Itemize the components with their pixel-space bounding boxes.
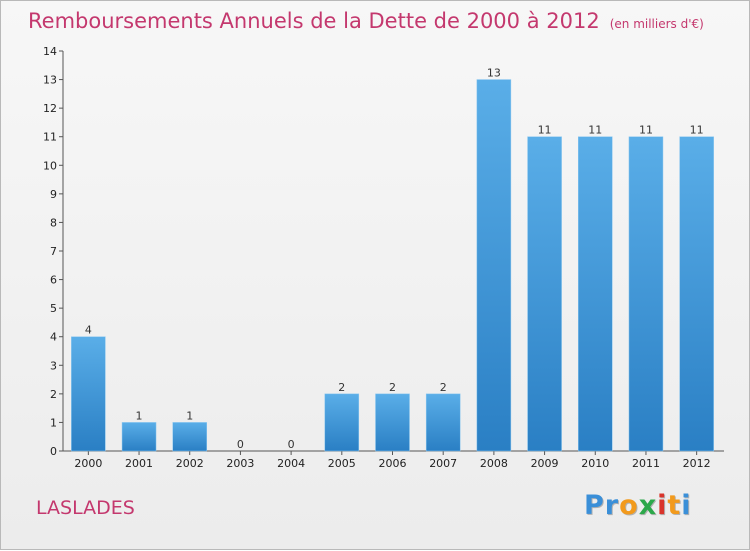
y-tick-label: 6 — [50, 274, 57, 287]
bar-2001 — [121, 422, 157, 452]
logo-letter: i — [657, 490, 668, 521]
data-label-2010: 11 — [588, 124, 602, 137]
x-tick-label: 2006 — [379, 457, 407, 470]
bar-2010 — [578, 136, 613, 452]
bar-2006 — [375, 393, 410, 452]
logo-letter: o — [619, 490, 639, 521]
x-tick-label: 2003 — [226, 457, 254, 470]
x-tick-label: 2009 — [531, 457, 559, 470]
data-label-2005: 2 — [338, 381, 345, 394]
logo-letter: i — [681, 490, 692, 521]
bars — [71, 79, 714, 452]
y-tick-label: 12 — [43, 102, 57, 115]
logo-letter: r — [604, 490, 620, 521]
data-label-2011: 11 — [639, 124, 653, 137]
bar-2007 — [425, 393, 461, 452]
data-label-2003: 0 — [237, 438, 244, 451]
x-tick-label: 2000 — [74, 457, 102, 470]
y-tick-label: 11 — [43, 131, 57, 144]
y-tick-label: 7 — [50, 245, 57, 258]
data-label-2004: 0 — [288, 438, 295, 451]
data-label-2001: 1 — [136, 409, 143, 422]
y-tick-label: 3 — [50, 359, 57, 372]
data-label-2000: 4 — [85, 324, 92, 337]
data-label-2009: 11 — [538, 124, 552, 137]
logo-letter: x — [638, 490, 658, 521]
y-tick-label: 1 — [50, 416, 57, 429]
proxiti-logo: Proxiti — [584, 490, 692, 521]
y-tick-label: 14 — [43, 45, 57, 58]
x-tick-label: 2002 — [176, 457, 204, 470]
x-tick-label: 2012 — [683, 457, 711, 470]
data-label-2007: 2 — [440, 381, 447, 394]
bar-2005 — [324, 393, 360, 452]
x-tick-label: 2004 — [277, 457, 305, 470]
y-tick-label: 5 — [50, 302, 57, 315]
logo-letter: P — [584, 490, 605, 521]
y-tick-label: 9 — [50, 188, 57, 201]
y-tick-label: 4 — [50, 331, 57, 344]
x-tick-label: 2010 — [581, 457, 609, 470]
x-tick-label: 2001 — [125, 457, 153, 470]
bar-2000 — [71, 336, 106, 452]
x-tick-label: 2011 — [632, 457, 660, 470]
x-tick-label: 2008 — [480, 457, 508, 470]
bar-2008 — [476, 79, 512, 452]
chart-units: (en milliers d'€) — [609, 17, 704, 31]
x-tick-label: 2007 — [429, 457, 457, 470]
y-tick-label: 10 — [43, 159, 57, 172]
y-tick-label: 0 — [50, 445, 57, 458]
bar-2009 — [527, 136, 562, 452]
bar-2002 — [172, 422, 207, 452]
chart-title-text: Remboursements Annuels de la Dette de 20… — [28, 9, 600, 33]
commune-name: LASLADES — [36, 497, 135, 519]
y-tick-label: 2 — [50, 388, 57, 401]
data-label-2012: 11 — [690, 124, 704, 137]
x-tick-label: 2005 — [328, 457, 356, 470]
data-label-2002: 1 — [186, 409, 193, 422]
logo-letter: t — [667, 490, 682, 521]
chart-title: Remboursements Annuels de la Dette de 20… — [28, 9, 704, 33]
y-tick-label: 8 — [50, 216, 57, 229]
y-tick-label: 13 — [43, 74, 57, 87]
labels: 4 2000 1 2001 1 2002 0 2003 0 2004 2 2005 2 2006 2 2007… — [74, 67, 710, 470]
data-label-2008: 13 — [487, 67, 501, 80]
bar-2011 — [628, 136, 664, 452]
bar-2012 — [679, 136, 714, 452]
data-label-2006: 2 — [389, 381, 396, 394]
